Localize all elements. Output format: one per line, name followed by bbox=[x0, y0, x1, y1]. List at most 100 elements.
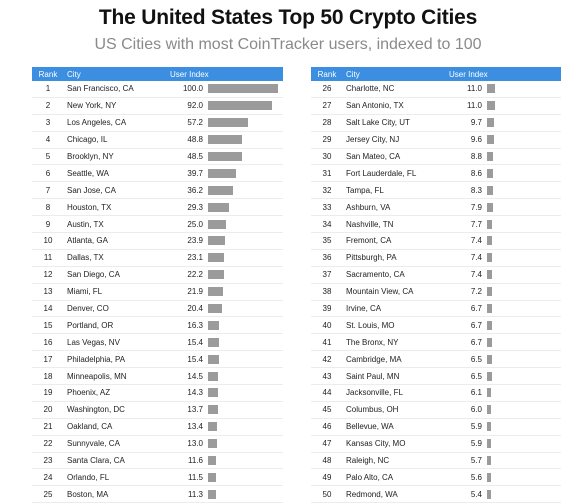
table-row: 32 Tampa, FL 8.3 bbox=[311, 182, 561, 199]
user-index-value: 21.9 bbox=[187, 287, 203, 297]
user-index-bar-cell bbox=[208, 266, 283, 283]
user-index-bar bbox=[208, 219, 226, 229]
user-index-value: 7.2 bbox=[470, 287, 482, 297]
table-row: 4 Chicago, IL 48.8 bbox=[32, 131, 283, 149]
user-index-value: 23.9 bbox=[187, 236, 203, 246]
table-row: 44 Jacksonville, FL 6.1 bbox=[311, 385, 561, 402]
user-index-value: 39.7 bbox=[187, 168, 203, 178]
rank-cell: 29 bbox=[322, 135, 332, 145]
table-row: 36 Pittsburgh, PA 7.4 bbox=[311, 249, 561, 267]
user-index-bar bbox=[208, 371, 219, 381]
rank-cell: 47 bbox=[322, 439, 332, 449]
table-row: 34 Nashville, TN 7.7 bbox=[311, 216, 561, 233]
city-cell: Miami, FL bbox=[67, 287, 103, 297]
user-index-bar-cell bbox=[487, 300, 561, 317]
user-index-bar-cell bbox=[487, 182, 561, 199]
user-index-bar-cell bbox=[208, 283, 283, 300]
user-index-bar-cell bbox=[208, 401, 283, 418]
user-index-bar bbox=[208, 168, 236, 178]
city-cell: San Antonio, TX bbox=[346, 101, 404, 111]
city-cell: Atlanta, GA bbox=[67, 236, 108, 246]
table-row: 27 San Antonio, TX 11.0 bbox=[311, 97, 561, 115]
table-row: 26 Charlotte, NC 11.0 bbox=[311, 81, 561, 98]
user-index-bar bbox=[208, 489, 216, 499]
city-cell: Phoenix, AZ bbox=[67, 388, 111, 398]
rank-cell: 18 bbox=[43, 371, 53, 381]
user-index-bar bbox=[208, 456, 217, 466]
rank-cell: 3 bbox=[45, 118, 51, 128]
rank-cell: 11 bbox=[43, 253, 53, 263]
rank-cell: 23 bbox=[43, 456, 53, 466]
rank-cell: 9 bbox=[45, 219, 51, 229]
rank-cell: 19 bbox=[43, 388, 53, 398]
user-index-bar bbox=[487, 118, 494, 128]
page-subtitle: US Cities with most CoinTracker users, i… bbox=[94, 36, 482, 53]
column-header-rank[interactable]: Rank bbox=[32, 67, 64, 81]
city-cell: Nashville, TN bbox=[346, 219, 394, 229]
rank-cell: 14 bbox=[43, 304, 53, 314]
user-index-bar bbox=[487, 489, 491, 499]
table-row: 18 Minneapolis, MN 14.5 bbox=[32, 368, 283, 385]
rank-cell: 46 bbox=[322, 422, 332, 432]
user-index-bar-cell bbox=[208, 131, 283, 148]
user-index-value: 6.7 bbox=[470, 320, 482, 330]
user-index-value: 11.5 bbox=[188, 472, 203, 482]
user-index-bar-cell bbox=[487, 452, 561, 469]
user-index-value: 92.0 bbox=[187, 101, 203, 111]
user-index-bar-cell bbox=[208, 435, 283, 452]
user-index-bar bbox=[208, 270, 224, 280]
table-row: 42 Cambridge, MA 6.5 bbox=[311, 351, 561, 368]
table-row: 9 Austin, TX 25.0 bbox=[32, 216, 283, 233]
user-index-bar bbox=[208, 304, 223, 314]
table-row: 6 Seattle, WA 39.7 bbox=[32, 165, 283, 182]
rank-cell: 4 bbox=[45, 135, 51, 145]
column-header-user-index[interactable]: User Index bbox=[164, 67, 283, 81]
rank-cell: 30 bbox=[322, 152, 332, 161]
user-index-value: 9.6 bbox=[470, 135, 482, 145]
user-index-value: 5.9 bbox=[470, 439, 482, 449]
rank-cell: 25 bbox=[43, 489, 53, 499]
user-index-bar-cell bbox=[208, 249, 283, 266]
user-index-bar-cell bbox=[208, 97, 283, 114]
table-row: 22 Sunnyvale, CA 13.0 bbox=[32, 435, 283, 453]
city-cell: Charlotte, NC bbox=[346, 84, 395, 94]
table-row: 8 Houston, TX 29.3 bbox=[32, 199, 283, 216]
user-index-value: 8.3 bbox=[470, 185, 482, 195]
user-index-bar bbox=[487, 219, 493, 229]
city-cell: Brooklyn, NY bbox=[67, 152, 114, 161]
city-cell: New York, NY bbox=[67, 101, 117, 111]
user-index-bar bbox=[208, 354, 219, 364]
table-row: 7 San Jose, CA 36.2 bbox=[32, 182, 283, 199]
city-cell: Los Angeles, CA bbox=[67, 118, 127, 128]
column-header-rank[interactable]: Rank bbox=[311, 67, 343, 81]
user-index-value: 100.0 bbox=[182, 84, 203, 94]
rank-cell: 45 bbox=[322, 405, 332, 415]
table-row: 10 Atlanta, GA 23.9 bbox=[32, 233, 283, 250]
city-cell: San Diego, CA bbox=[67, 270, 120, 280]
table-header-row: Rank City User Index bbox=[311, 67, 561, 81]
user-index-bar bbox=[208, 202, 229, 212]
rank-cell: 49 bbox=[322, 472, 332, 482]
rank-cell: 13 bbox=[43, 287, 53, 297]
rank-cell: 28 bbox=[322, 118, 332, 128]
user-index-value: 9.7 bbox=[470, 118, 482, 128]
user-index-value: 13.7 bbox=[187, 405, 203, 415]
user-index-bar-cell bbox=[208, 148, 283, 165]
user-index-bar-cell bbox=[487, 131, 561, 148]
table-row: 24 Orlando, FL 11.5 bbox=[32, 469, 283, 486]
column-header-user-index[interactable]: User Index bbox=[443, 67, 561, 81]
user-index-value: 11.3 bbox=[188, 489, 203, 499]
user-index-bar bbox=[487, 456, 491, 466]
table-row: 48 Raleigh, NC 5.7 bbox=[311, 452, 561, 469]
column-header-city[interactable]: City bbox=[64, 67, 164, 81]
user-index-bar-cell bbox=[208, 452, 283, 469]
city-cell: Saint Paul, MN bbox=[346, 371, 400, 381]
city-cell: Jersey City, NJ bbox=[346, 135, 400, 145]
user-index-bar-cell bbox=[487, 199, 561, 216]
column-header-city[interactable]: City bbox=[343, 67, 443, 81]
rank-cell: 27 bbox=[322, 101, 332, 111]
user-index-bar bbox=[487, 422, 492, 432]
user-index-bar bbox=[487, 152, 494, 161]
rank-cell: 15 bbox=[43, 320, 53, 330]
city-cell: Santa Clara, CA bbox=[67, 456, 125, 466]
